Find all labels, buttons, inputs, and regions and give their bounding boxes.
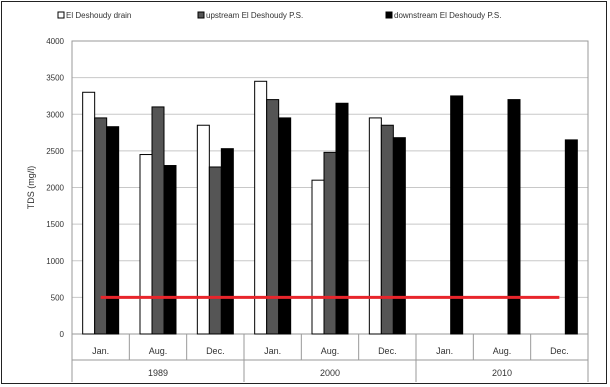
bar	[380, 124, 394, 335]
x-tick-label: Jan.	[92, 346, 109, 356]
bar	[220, 148, 234, 335]
bar	[450, 95, 464, 335]
bar	[106, 126, 120, 335]
x-tick-label: Jan.	[436, 346, 453, 356]
bar	[564, 139, 578, 335]
bar	[507, 99, 521, 335]
legend-label: El Deshoudy drain	[66, 11, 131, 20]
bar	[163, 165, 177, 335]
x-tick-label: Dec.	[550, 346, 569, 356]
x-tick-label: Dec.	[206, 346, 225, 356]
legend-swatch	[57, 11, 65, 19]
legend-label: upstream El Deshoudy P.S.	[206, 11, 303, 20]
bar	[196, 124, 210, 335]
bar	[208, 166, 222, 335]
x-tick-label: Aug.	[149, 346, 168, 356]
bar	[278, 117, 292, 335]
bar	[151, 106, 165, 335]
y-tick-label: 1500	[46, 220, 64, 229]
bar	[323, 151, 337, 335]
y-tick-label: 4000	[46, 37, 64, 46]
bar	[82, 91, 96, 335]
y-tick-label: 3500	[46, 74, 64, 83]
y-tick-label: 1000	[46, 257, 64, 266]
group-label: 2000	[320, 368, 340, 378]
x-tick-label: Aug.	[493, 346, 512, 356]
bar	[335, 102, 349, 335]
group-label: 2010	[492, 368, 512, 378]
y-tick-label: 2000	[46, 184, 64, 193]
x-tick-label: Dec.	[378, 346, 397, 356]
y-axis-label: TDS (mg/l)	[26, 166, 36, 210]
legend-swatch	[197, 11, 205, 19]
x-tick-label: Jan.	[264, 346, 281, 356]
x-tick-label: Aug.	[321, 346, 340, 356]
y-tick-label: 0	[60, 330, 65, 339]
legend-swatch	[385, 11, 393, 19]
bar	[311, 179, 325, 335]
bar	[392, 137, 406, 335]
bar	[368, 117, 382, 335]
legend-label: downstream El Deshoudy P.S.	[394, 11, 501, 20]
y-tick-label: 3000	[46, 110, 64, 119]
bar	[94, 117, 108, 335]
y-tick-label: 2500	[46, 147, 64, 156]
group-label: 1989	[148, 368, 168, 378]
y-tick-label: 500	[51, 293, 65, 302]
bar	[139, 154, 153, 335]
